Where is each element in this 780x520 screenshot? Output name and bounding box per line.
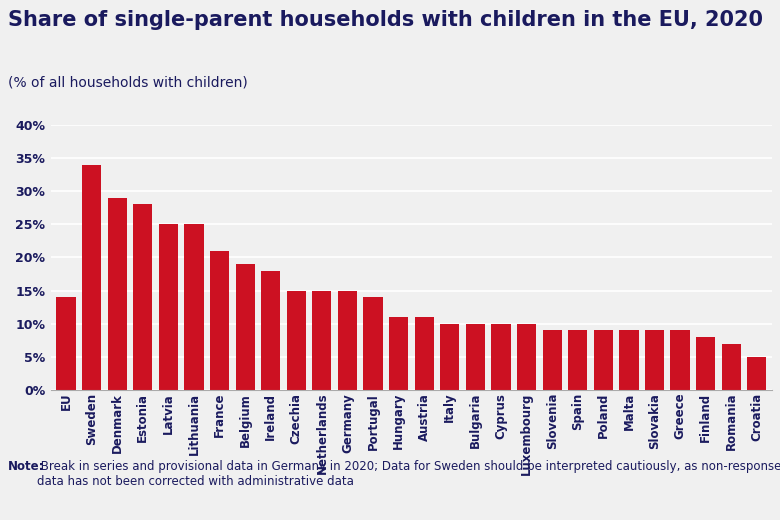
- Text: Note:: Note:: [8, 460, 44, 473]
- Bar: [466, 323, 485, 390]
- Bar: [389, 317, 408, 390]
- Bar: [747, 357, 767, 390]
- Bar: [108, 198, 127, 390]
- Bar: [236, 264, 255, 390]
- Bar: [619, 330, 639, 390]
- Bar: [363, 297, 383, 390]
- Bar: [722, 344, 741, 390]
- Bar: [287, 291, 306, 390]
- Bar: [312, 291, 332, 390]
- Bar: [56, 297, 76, 390]
- Text: (% of all households with children): (% of all households with children): [8, 75, 247, 89]
- Bar: [696, 337, 715, 390]
- Bar: [517, 323, 536, 390]
- Text: Break in series and provisional data in Germany in 2020; Data for Sweden should : Break in series and provisional data in …: [37, 460, 780, 488]
- Text: Share of single-parent households with children in the EU, 2020: Share of single-parent households with c…: [8, 10, 763, 30]
- Bar: [568, 330, 587, 390]
- Bar: [415, 317, 434, 390]
- Bar: [159, 224, 178, 390]
- Bar: [671, 330, 690, 390]
- Bar: [261, 270, 280, 390]
- Bar: [184, 224, 204, 390]
- Bar: [491, 323, 511, 390]
- Bar: [543, 330, 562, 390]
- Bar: [594, 330, 613, 390]
- Bar: [338, 291, 357, 390]
- Bar: [210, 251, 229, 390]
- Bar: [645, 330, 664, 390]
- Bar: [133, 204, 152, 390]
- Bar: [440, 323, 459, 390]
- Bar: [82, 164, 101, 390]
